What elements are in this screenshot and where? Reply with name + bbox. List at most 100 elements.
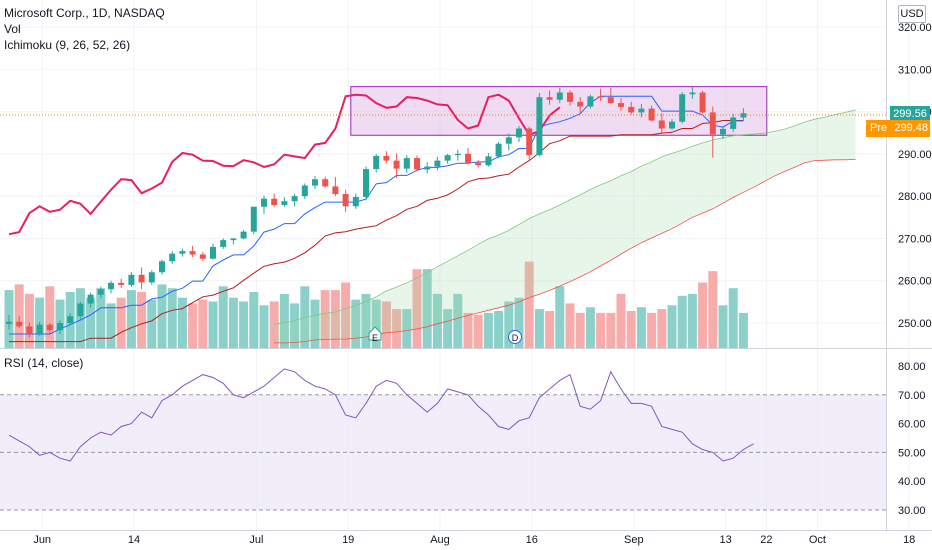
price-tick-label: 310.00 <box>898 64 932 76</box>
cloud-segment <box>651 156 662 239</box>
cloud-segment <box>580 189 591 277</box>
volume-bar <box>626 311 636 349</box>
ichimoku-legend[interactable]: Ichimoku (9, 26, 52, 26) <box>4 38 131 52</box>
candle-body <box>638 108 645 113</box>
cloud-segment <box>733 134 744 198</box>
price-axis: 320.00310.00300.00290.00280.00270.00260.… <box>898 22 932 330</box>
volume-bar <box>545 311 555 349</box>
conversion-line <box>9 95 744 335</box>
volume-bar <box>239 301 249 349</box>
volume-legend[interactable]: Vol <box>4 22 21 36</box>
candle-body <box>699 92 706 113</box>
candle-body <box>312 179 318 186</box>
candle-body <box>485 156 492 166</box>
candle-body <box>720 128 726 135</box>
cloud-segment <box>345 305 356 340</box>
candle-body <box>352 196 359 207</box>
candle-body <box>669 121 675 129</box>
candle-body <box>220 240 227 247</box>
candle-body <box>628 106 635 113</box>
earnings-marker-shape <box>368 326 382 341</box>
candle-body <box>597 96 604 98</box>
cloud-segment <box>814 117 825 161</box>
rsi-legend[interactable]: RSI (14, close) <box>4 356 84 370</box>
candle-body <box>159 261 165 273</box>
cloud-segment <box>355 301 366 339</box>
candle-body <box>322 179 329 187</box>
candle-body <box>556 92 563 100</box>
cloud-segment <box>682 146 693 224</box>
time-tick-label: 19 <box>342 534 354 546</box>
volume-bar <box>687 293 697 349</box>
cloud-segment <box>661 153 672 234</box>
currency-label[interactable]: USD <box>898 5 926 23</box>
volume-bar <box>361 293 371 349</box>
rsi-tick-label: 80.00 <box>898 361 926 373</box>
candle-body <box>444 155 451 161</box>
volume-bar <box>483 312 493 349</box>
symbol-legend[interactable]: Microsoft Corp., 1D, NASDAQ <box>4 6 165 20</box>
candle-body <box>342 194 349 207</box>
cloud-segment <box>672 150 683 229</box>
cloud-segment <box>386 287 397 333</box>
cloud-segment <box>753 133 764 188</box>
ichimoku-cloud <box>274 109 856 343</box>
cloud-segment <box>508 224 519 306</box>
volume-bar <box>392 309 402 349</box>
candle-body <box>526 128 533 156</box>
candle-body <box>169 253 176 262</box>
lagging-span <box>8 93 561 236</box>
cloud-segment <box>712 137 723 209</box>
candle-body <box>261 198 267 207</box>
volume-bar <box>575 312 585 349</box>
candle-body <box>424 166 431 170</box>
time-tick-label: 16 <box>526 534 538 546</box>
candle-body <box>291 196 298 202</box>
candle-body <box>434 160 441 167</box>
time-tick-label: Aug <box>430 534 450 546</box>
rsi-tick-label: 60.00 <box>898 419 926 431</box>
volume-bar <box>677 295 687 349</box>
candle-body <box>383 155 390 161</box>
volume-bar <box>718 305 728 349</box>
volume-bar <box>320 290 330 349</box>
cloud-segment <box>478 238 489 313</box>
cloud-segment <box>549 205 560 291</box>
event-marker-letter: D <box>512 333 519 343</box>
cloud-segment <box>763 131 774 182</box>
candle-body <box>730 117 737 129</box>
candle-body <box>740 113 747 118</box>
candle-body <box>679 94 686 122</box>
volume-bar <box>157 284 167 349</box>
price-tick-label: 320.00 <box>898 22 932 34</box>
cloud-segment <box>631 166 642 249</box>
candle-body <box>16 321 23 327</box>
volume-bar <box>279 293 289 349</box>
candle-body <box>587 96 594 107</box>
cloud-segment <box>702 139 713 214</box>
rsi-tick-label: 30.00 <box>898 505 926 517</box>
volume-bar <box>473 314 483 349</box>
candle-body <box>148 272 155 283</box>
volume-bar <box>647 312 657 349</box>
leading-span-a <box>274 109 856 325</box>
volume-bar <box>422 269 432 349</box>
candle-body <box>189 251 196 255</box>
candle-body <box>77 303 84 317</box>
candle-body <box>301 185 308 197</box>
volume-bar <box>708 271 718 349</box>
cloud-segment <box>447 255 458 322</box>
cloud-segment <box>498 230 509 308</box>
cloud-segment <box>304 315 315 342</box>
price-tick-label: 280.00 <box>898 191 932 203</box>
cloud-segment <box>417 272 428 329</box>
volume-bar <box>290 303 300 349</box>
dividend-marker-shape <box>508 330 522 344</box>
volume-bar <box>126 290 136 349</box>
volume-bar <box>341 282 351 349</box>
rsi-line <box>8 368 754 462</box>
candle-body <box>271 198 278 206</box>
base-line <box>9 120 744 343</box>
